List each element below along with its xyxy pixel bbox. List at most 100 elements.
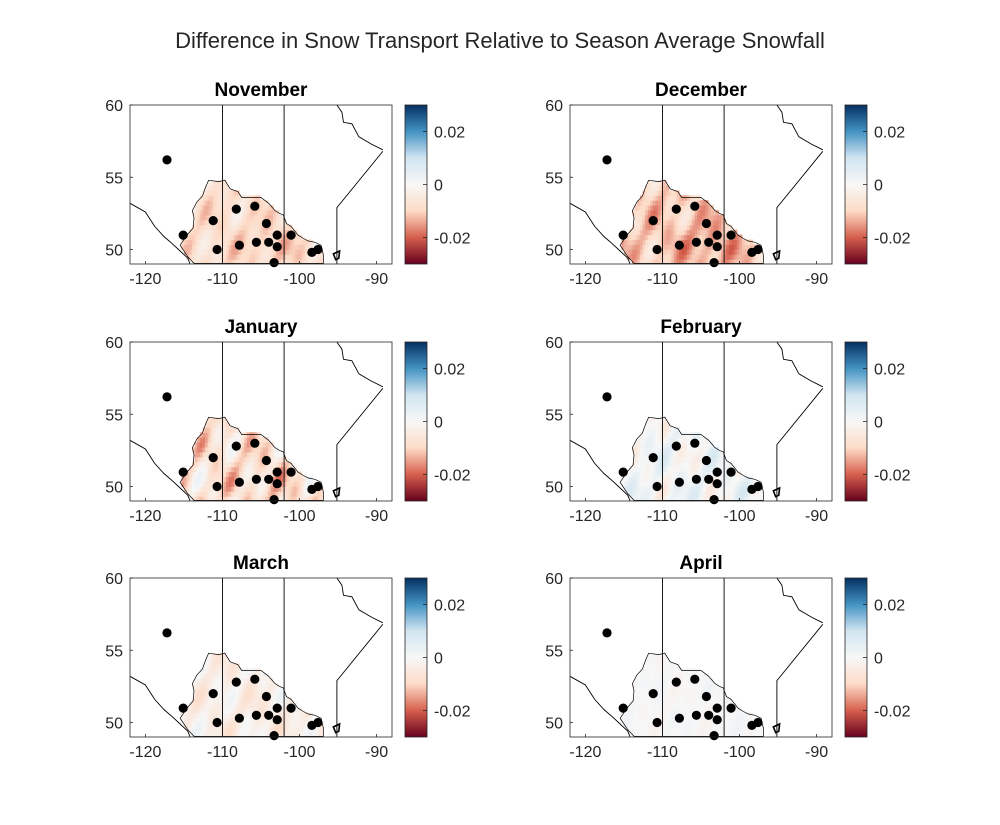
field-cell <box>747 481 751 487</box>
x-tick-label: -90 <box>365 271 388 288</box>
field-cell <box>629 702 633 709</box>
field-cell <box>246 491 251 497</box>
field-cell <box>671 471 675 478</box>
field-cell <box>650 717 654 723</box>
field-cell <box>226 229 230 236</box>
field-cell <box>639 491 644 497</box>
field-cell <box>233 727 238 733</box>
field-cell <box>309 239 314 245</box>
field-cell <box>639 481 644 487</box>
field-cell <box>744 259 748 264</box>
field-cell <box>244 209 248 216</box>
field-cell <box>723 707 727 714</box>
field-cell <box>747 244 751 250</box>
field-cell <box>254 451 259 458</box>
field-cell <box>639 214 644 221</box>
field-cell <box>241 209 245 216</box>
field-cell <box>207 496 211 501</box>
field-cell <box>296 712 300 718</box>
field-cell <box>257 668 261 674</box>
field-cell <box>244 732 248 737</box>
field-cell <box>312 496 316 501</box>
station-marker <box>234 240 244 250</box>
field-cell <box>642 486 646 492</box>
field-cell <box>249 486 253 492</box>
field-cell <box>260 486 264 492</box>
field-cell <box>307 476 311 482</box>
field-cell <box>246 200 251 206</box>
field-cell <box>194 205 198 211</box>
field-cell <box>244 673 248 679</box>
field-cell <box>728 244 733 250</box>
field-cell <box>212 707 217 714</box>
field-cell <box>631 471 636 478</box>
field-cell <box>273 697 277 704</box>
field-cell <box>663 417 667 423</box>
field-cell <box>726 712 730 718</box>
field-cell <box>700 254 704 260</box>
field-cell <box>244 682 248 689</box>
field-cell <box>210 422 214 428</box>
field-cell <box>228 491 232 497</box>
field-cell <box>244 668 248 674</box>
field-cell <box>246 432 251 438</box>
field-cell <box>244 205 248 211</box>
field-cell <box>713 209 717 216</box>
field-cell <box>199 707 204 714</box>
field-cell <box>647 451 651 458</box>
field-cell <box>642 697 646 704</box>
field-cell <box>668 486 672 492</box>
field-cell <box>283 259 287 264</box>
field-cell <box>671 707 675 714</box>
field-cell <box>239 491 243 497</box>
field-cell <box>679 432 683 438</box>
field-cell <box>254 209 259 216</box>
field-cell <box>713 491 717 497</box>
field-cell <box>257 692 261 699</box>
field-cell <box>681 195 685 201</box>
field-cell <box>700 466 704 473</box>
field-cell <box>744 476 748 482</box>
field-cell <box>218 417 222 423</box>
field-cell <box>718 692 722 699</box>
field-cell <box>218 239 222 245</box>
field-cell <box>252 732 256 737</box>
field-cell <box>239 437 243 443</box>
field-cell <box>642 727 646 733</box>
field-cell <box>639 717 644 723</box>
field-cell <box>281 687 285 694</box>
axes-box <box>129 577 393 738</box>
field-cell <box>189 481 193 487</box>
field-cell <box>666 712 670 718</box>
field-cell <box>686 461 691 468</box>
field-cell <box>671 732 675 737</box>
field-cell <box>260 229 264 236</box>
field-cell <box>202 224 206 231</box>
field-cell <box>252 687 256 694</box>
field-cell <box>244 717 248 723</box>
field-cell <box>246 229 251 236</box>
field-cell <box>205 205 209 211</box>
field-cell <box>655 668 659 674</box>
field-cell <box>752 732 756 737</box>
field-cell <box>645 437 649 443</box>
field-cell <box>676 200 680 206</box>
field-cell <box>246 687 251 694</box>
field-cell <box>202 697 206 704</box>
field-cell <box>244 249 248 255</box>
field-cell <box>668 663 672 669</box>
field-cell <box>241 195 245 201</box>
field-cell <box>210 712 214 718</box>
field-cell <box>726 486 730 492</box>
panel-title: January <box>225 317 298 338</box>
field-cell <box>686 471 691 478</box>
field-cell <box>723 717 727 723</box>
field-cell <box>202 249 206 255</box>
field-cell <box>702 254 706 260</box>
field-cell <box>663 209 667 216</box>
field-cell <box>647 224 651 231</box>
field-cell <box>207 471 211 478</box>
field-cell <box>652 682 657 689</box>
field-cell <box>197 687 201 694</box>
field-cell <box>681 437 685 443</box>
